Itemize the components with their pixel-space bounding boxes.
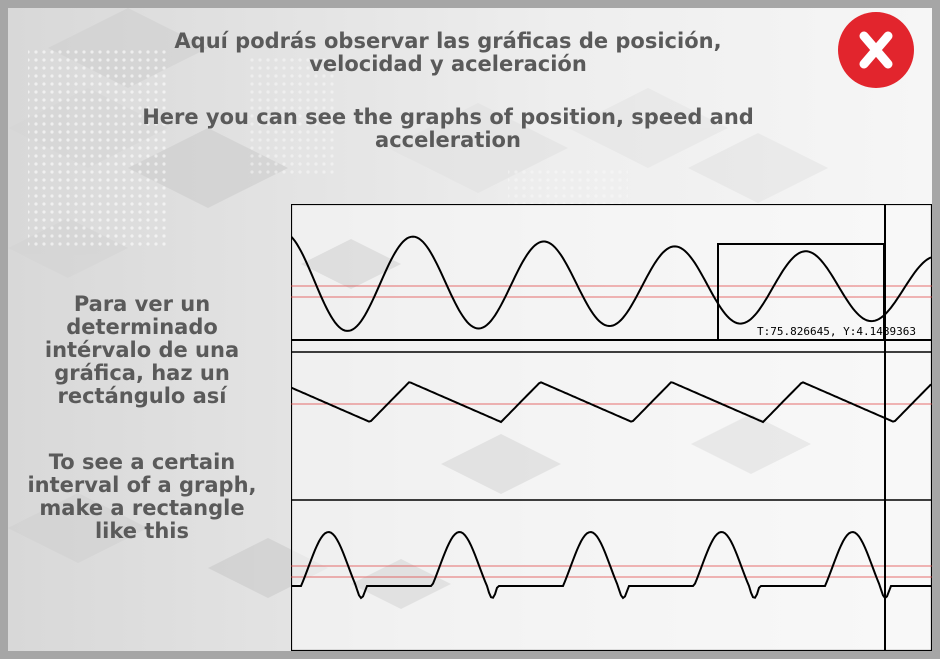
title-spanish-line1: Aquí podrás observar las gráficas de pos… <box>174 29 722 53</box>
title-spanish: Aquí podrás observar las gráficas de pos… <box>68 30 828 76</box>
hint-spanish: Para ver un determinado intérvalo de una… <box>8 293 276 408</box>
hint-spanish-line: intérvalo de una <box>44 338 240 362</box>
title-english-line1: Here you can see the graphs of position,… <box>142 105 754 129</box>
hint-spanish-line: rectángulo así <box>57 384 227 408</box>
cursor-readout: T:75.826645, Y:4.1489363 <box>757 325 916 338</box>
title-english: Here you can see the graphs of position,… <box>68 106 828 152</box>
acceleration-curve <box>291 530 931 600</box>
hint-spanish-line: gráfica, haz un <box>54 361 230 385</box>
hint-english: To see a certain interval of a graph, ma… <box>8 451 276 543</box>
hint-english-line: like this <box>94 519 190 543</box>
graph-panel-texture <box>301 239 811 609</box>
title-spanish-line2: velocidad y aceleración <box>309 52 587 76</box>
position-curve <box>291 235 932 332</box>
speed-curve <box>291 381 932 424</box>
hint-english-line: To see a certain <box>48 450 236 474</box>
close-button[interactable] <box>838 12 914 88</box>
hint-english-line: interval of a graph, <box>27 473 257 497</box>
title-english-line2: acceleration <box>375 128 521 152</box>
hint-english-line: make a rectangle <box>39 496 245 520</box>
hint-spanish-line: determinado <box>66 315 218 339</box>
hint-spanish-line: Para ver un <box>73 292 211 316</box>
graph-panel[interactable]: T:75.826645, Y:4.1489363 <box>291 204 932 651</box>
close-icon <box>859 31 893 69</box>
graph-panel-frame <box>291 204 932 651</box>
